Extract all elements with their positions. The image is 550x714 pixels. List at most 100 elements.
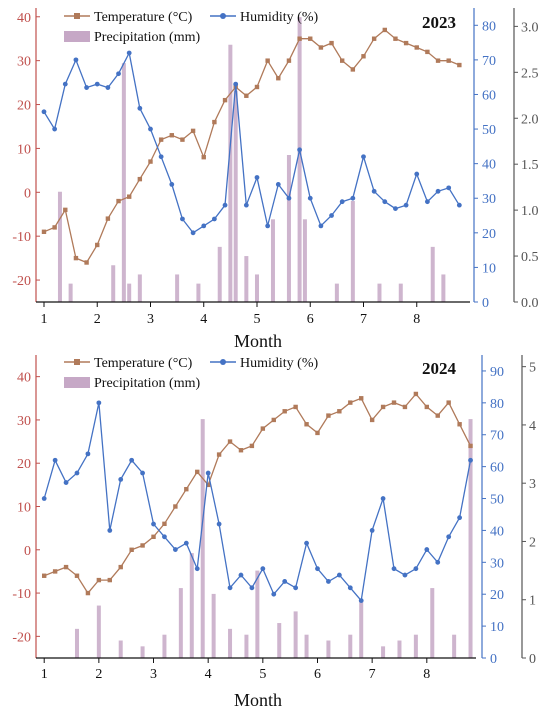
precipitation-bar [162,634,167,658]
precipitation-bar [228,44,233,302]
precipitation-tick-label: 0.0 [521,296,539,311]
humidity-point [424,547,430,552]
precipitation-bars-2023 [57,17,446,302]
humidity-tick-label: 60 [482,88,496,103]
precipitation-tick-label: 2.5 [521,66,539,81]
temperature-point [271,417,276,423]
precipitation-bar [244,256,249,302]
humidity-point [162,534,167,540]
temperature-point [74,573,80,578]
temperature-point [212,119,217,125]
xlabel-2024: Month [234,690,282,710]
temperature-point [435,413,440,418]
temperature-tick-label: -10 [12,230,31,245]
temperature-point [180,137,185,142]
humidity-tick-label: 30 [482,192,496,207]
temperature-tick-label: 40 [17,11,31,26]
xlabel-2023: Month [234,331,282,351]
humidity-point [180,216,185,222]
humidity-point [350,195,356,201]
precipitation-bar [228,628,233,658]
temperature-point [118,564,123,570]
x-tick-label: 2 [94,312,101,327]
precipitation-tick-label: 3.0 [521,20,539,35]
temperature-point [148,159,153,164]
humidity-tick-label: 0 [482,296,489,311]
humidity-point [74,470,80,476]
x-tick-label: 1 [40,312,47,327]
humidity-point [286,195,292,201]
humidity-point [151,521,156,527]
x-tick-label: 3 [147,312,154,327]
temperature-point [371,36,377,41]
temperature-point [276,76,281,81]
x-tick-label: 8 [423,667,430,682]
precipitation-bar [111,265,116,302]
temperature-point [297,36,302,41]
precipitation-bar [286,155,291,302]
precipitation-bar [430,246,435,302]
temperature-tick-label: -20 [12,274,31,289]
temperature-point [84,260,89,265]
temperature-tick-label: -20 [12,630,31,645]
temperature-tick-label: 30 [17,55,31,70]
precipitation-bar [413,634,418,658]
precipitation-bars-2024 [74,419,473,658]
humidity-point [249,585,255,591]
x-tick-label: 4 [205,667,212,682]
temperature-point [254,84,260,90]
temperature-point [424,404,430,410]
precipitation-tick-label: 2.0 [521,112,539,127]
x-tick-label: 8 [413,312,420,327]
humidity-point [41,496,47,501]
temperature-point [169,133,174,138]
humidity-point [293,585,299,591]
temperature-point [446,400,451,405]
temperature-tick-label: 40 [17,371,31,386]
humidity-point [435,188,441,194]
temperature-point [184,486,189,492]
temperature-tick-label: 0 [24,544,31,559]
x-tick-label: 5 [259,667,266,682]
temperature-point [158,137,164,142]
temperature-point [361,54,366,59]
precipitation-bar [359,599,364,658]
humidity-point [318,223,324,229]
x-tick-label: 4 [200,312,207,327]
precipitation-bar [217,246,222,302]
precipitation-bar [233,90,238,302]
precipitation-bar [121,63,126,302]
humidity-point [371,188,377,194]
precipitation-bar [68,283,73,302]
temperature-point [315,430,320,436]
humidity-tick-label: 40 [482,158,496,173]
temperature-point [195,469,200,475]
precipitation-bar [452,634,457,658]
temperature-point [227,439,233,444]
humidity-point [275,182,281,187]
precipitation-bar [57,191,62,302]
precipitation-tick-label: 3 [529,477,536,492]
humidity-tick-label: 50 [482,123,496,138]
precipitation-bar [244,634,249,658]
precipitation-tick-label: 0 [529,652,536,667]
precipitation-bar [74,628,79,658]
humidity-point [326,579,331,584]
temperature-point [369,417,375,423]
humidity-point [339,199,345,205]
humidity-point [457,515,463,521]
temperature-point [126,194,132,199]
humidity-point [243,202,249,208]
humidity-point [347,585,353,591]
x-tick-label: 2 [95,667,102,682]
precipitation-tick-label: 5 [529,361,536,376]
temperature-point [403,40,409,46]
humidity-point [190,230,196,236]
temperature-point [222,97,228,103]
temperature-point [339,58,345,63]
temperature-point [52,569,58,574]
temperature-point [457,62,462,68]
temperature-point [129,547,134,552]
humidity-point [413,566,419,572]
precipitation-bar [196,283,201,302]
